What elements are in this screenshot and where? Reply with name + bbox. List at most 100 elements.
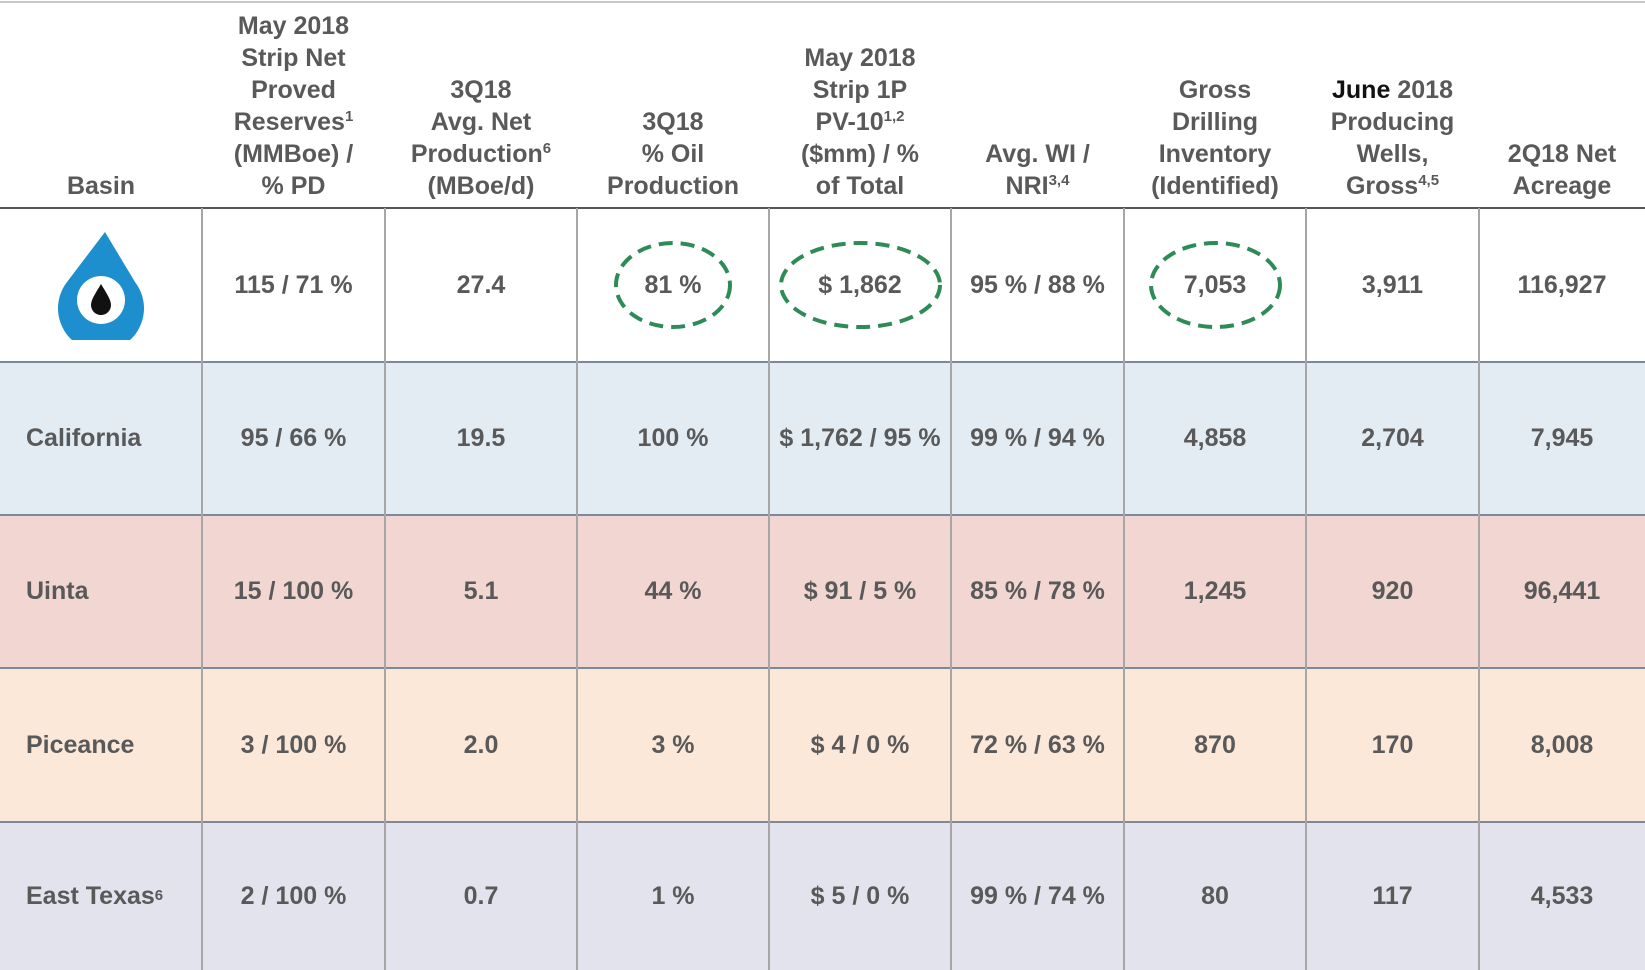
header-line: Production6: [385, 138, 577, 170]
text: 27.4: [456, 270, 506, 299]
text: Production: [410, 140, 543, 168]
text: NRI: [1005, 172, 1049, 200]
table-cell: 80: [1124, 822, 1306, 970]
text: Avg. Net: [430, 108, 532, 136]
header-cell: 2Q18 Net Acreage: [1479, 0, 1645, 208]
header-cell: 3Q18 Avg. Net Production6 (MBoe/d): [385, 0, 577, 208]
table-cell: 99 % / 74 %: [951, 822, 1124, 970]
table-cell: 870: [1124, 668, 1306, 822]
header-line: (MBoe/d): [385, 170, 577, 202]
text: 19.5: [456, 424, 506, 452]
table-cell: [0, 208, 202, 362]
text: 4,858: [1183, 424, 1247, 452]
text: (MMBoe) /: [233, 140, 354, 168]
row-bg: [0, 208, 1645, 362]
table-cell: $ 1,762 / 95 %: [769, 362, 951, 515]
header-line: Avg. Net: [385, 106, 577, 138]
text: Avg. WI /: [985, 140, 1090, 168]
text: (MBoe/d): [427, 172, 535, 200]
text: % PD: [261, 172, 326, 200]
text: 115 / 71 %: [234, 270, 353, 299]
row-rule: [0, 821, 1645, 823]
table-cell: 44 %: [577, 515, 769, 668]
header-line: Drilling: [1124, 106, 1306, 138]
top-rule: [0, 1, 1645, 3]
text: May 2018: [237, 12, 350, 40]
text: 99 % / 74 %: [970, 881, 1105, 910]
column-rule: [768, 208, 770, 970]
text: Basin: [66, 172, 136, 200]
text: Uinta: [26, 577, 89, 605]
header-line: Gross4,5: [1306, 170, 1479, 202]
column-rule: [1478, 208, 1480, 970]
table-cell: 4,533: [1479, 822, 1645, 970]
superscript: 6: [542, 140, 552, 157]
text: East Texas: [26, 881, 155, 910]
text: Gross: [1178, 76, 1252, 104]
table-cell: 72 % / 63 %: [951, 668, 1124, 822]
text: 44 %: [644, 577, 702, 605]
text: 15 / 100 %: [233, 577, 354, 605]
table-cell: $ 4 / 0 %: [769, 668, 951, 822]
logo: [58, 232, 144, 340]
text: 2018: [1397, 76, 1453, 104]
header-line: ($mm) / %: [769, 138, 951, 170]
text: 3 %: [651, 730, 695, 759]
text: $ 5 / 0 %: [810, 881, 910, 910]
table-cell: 96,441: [1479, 515, 1645, 668]
text: Strip Net: [241, 44, 346, 72]
header-cell: June 2018 Producing Wells, Gross4,5: [1306, 0, 1479, 208]
header-line: 2Q18 Net: [1479, 138, 1645, 170]
header-cell: Basin: [0, 0, 202, 208]
table-cell: 15 / 100 %: [202, 515, 385, 668]
text: % Oil: [641, 140, 705, 168]
table-cell: 100 %: [577, 362, 769, 515]
superscript: 3,4: [1048, 172, 1070, 189]
table-cell: 920: [1306, 515, 1479, 668]
column-rule: [950, 208, 952, 970]
table-cell: 81 %: [577, 208, 769, 362]
text: California: [26, 424, 142, 452]
header-line: Inventory: [1124, 138, 1306, 170]
text: 85 % / 78 %: [970, 577, 1105, 605]
text: ($mm) / %: [800, 140, 920, 168]
text: Gross: [1345, 172, 1419, 200]
header-line: NRI3,4: [951, 170, 1124, 202]
row-rule: [0, 207, 1645, 209]
column-rule: [201, 208, 203, 970]
header-line: May 2018: [769, 42, 951, 74]
column-rule: [576, 208, 578, 970]
row-bg: [0, 822, 1645, 970]
table-cell: $ 1,862: [769, 208, 951, 362]
text: 2.0: [463, 730, 499, 759]
table-cell: 7,053: [1124, 208, 1306, 362]
header-cell: May 2018 Strip 1P PV-101,2 ($mm) / % of Tota…: [769, 0, 951, 208]
table-cell: 8,008: [1479, 668, 1645, 822]
table-cell: 117: [1306, 822, 1479, 970]
row-rule: [0, 667, 1645, 669]
text: 116,927: [1517, 270, 1607, 299]
header-line: 3Q18: [577, 106, 769, 138]
highlight-circle: [614, 241, 732, 329]
table-cell: 3 / 100 %: [202, 668, 385, 822]
text: PV-10: [815, 108, 884, 136]
text: $ 4 / 0 %: [810, 730, 910, 759]
row-rule: [0, 361, 1645, 363]
text: 3Q18: [642, 108, 704, 136]
header-cell: May 2018 Strip Net Proved Reserves1 (MMBoe) …: [202, 0, 385, 208]
table-cell: 2,704: [1306, 362, 1479, 515]
text: $ 91 / 5 %: [803, 577, 917, 605]
superscript: 1,2: [883, 108, 905, 125]
header-line: 3Q18: [385, 74, 577, 106]
table-cell: 115 / 71 %: [202, 208, 385, 362]
row-rule: [0, 514, 1645, 516]
table-cell: 170: [1306, 668, 1479, 822]
text: Proved: [251, 76, 336, 104]
table-cell: $ 91 / 5 %: [769, 515, 951, 668]
table-cell: 27.4: [385, 208, 577, 362]
header-line: PV-101,2: [769, 106, 951, 138]
header-line: June 2018: [1306, 74, 1479, 106]
text: $ 1,862: [818, 270, 902, 299]
text: 920: [1371, 577, 1414, 605]
table-cell: $ 5 / 0 %: [769, 822, 951, 970]
